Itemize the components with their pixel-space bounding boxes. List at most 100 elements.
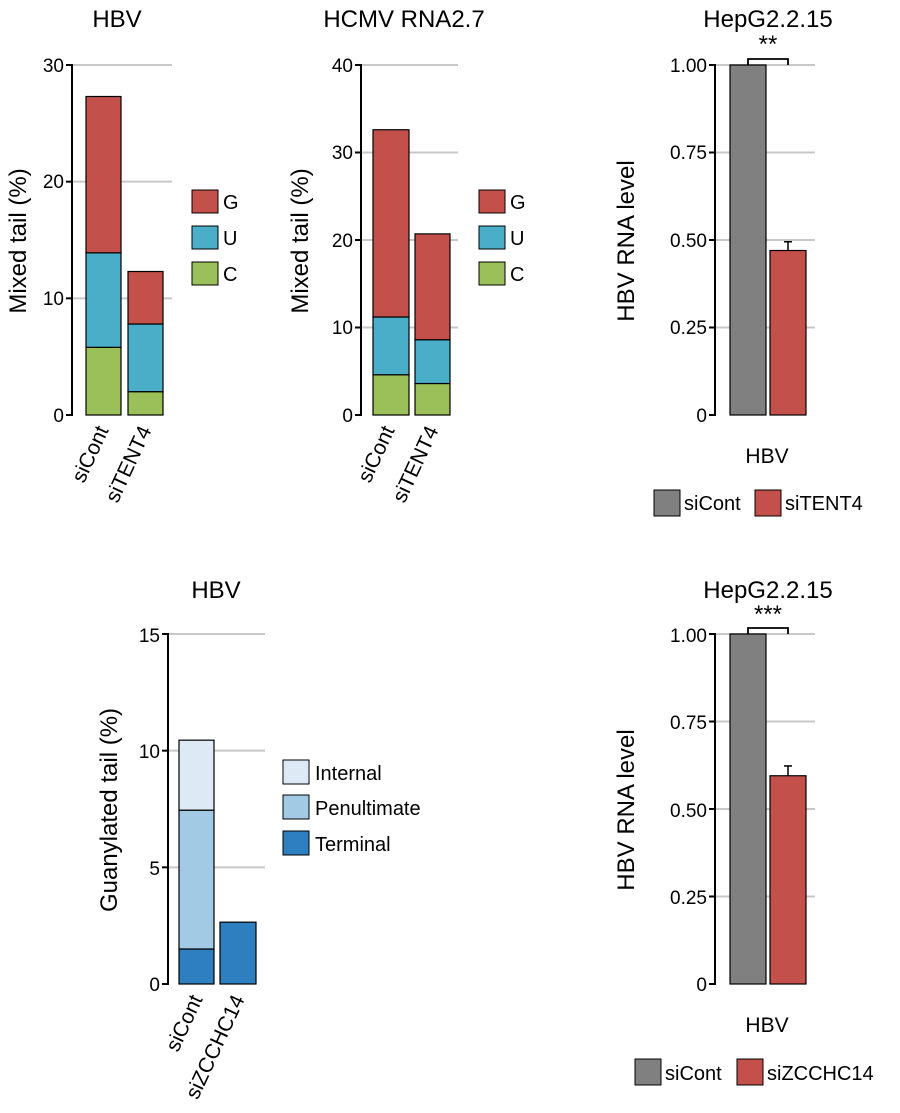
chart-title: HBV: [92, 6, 141, 33]
bar-segment-internal: [178, 739, 215, 811]
legend-label: G: [510, 192, 526, 214]
legend: siCont siZCCHC14: [634, 1058, 874, 1086]
significance-marker: **: [759, 31, 778, 58]
legend-swatch-sicont: [634, 1058, 662, 1086]
legend-swatch-u: [478, 225, 506, 250]
x-axis-label: HBV: [745, 1014, 788, 1037]
plot-area: [162, 633, 265, 985]
legend-label: Penultimate: [315, 798, 421, 820]
y-tick-label: 1.00: [670, 56, 707, 77]
panel-hcmv-mixed-tail: HCMV RNA2.7 Mixed tail (%) 0 10 20 30 40…: [287, 6, 526, 506]
y-axis-label: Guanylated tail (%): [96, 708, 123, 912]
category-label: siCont: [354, 422, 400, 486]
bar-segment-u: [372, 316, 410, 376]
category-label: siCont: [162, 991, 208, 1055]
legend-swatch-u: [191, 225, 219, 250]
y-tick-label: 10: [139, 742, 160, 763]
category-label: siCont: [68, 422, 114, 486]
legend: Internal Penultimate Terminal: [282, 759, 421, 856]
y-axis: 0 10 20 30 40: [332, 56, 353, 427]
y-tick-label: 0.50: [670, 231, 707, 252]
panel-hepg2-zcchc14: HepG2.2.15 HBV RNA level 0 0.25 0.50 0.7…: [613, 577, 874, 1086]
y-axis: 0 10 20 30: [43, 56, 64, 427]
bar-segment-c: [127, 391, 164, 416]
x-axis-label: HBV: [745, 445, 788, 468]
panel-hbv-guanylated-tail: HBV Guanylated tail (%) 0 5 10 15 siCont…: [96, 577, 421, 1103]
legend: siCont siTENT4: [653, 489, 863, 517]
significance-bracket: [747, 58, 789, 65]
y-tick-label: 1.00: [670, 626, 707, 647]
bar-segment-terminal: [219, 921, 257, 985]
bar-sitent4: [769, 249, 807, 416]
bar-segment-g: [127, 270, 164, 325]
legend-label: C: [223, 264, 237, 286]
legend-label: Internal: [315, 763, 382, 785]
y-axis-label: Mixed tail (%): [5, 168, 32, 313]
panel-hepg2-tent4: HepG2.2.15 HBV RNA level 0 0.25 0.50 0.7…: [613, 6, 863, 517]
legend-swatch-terminal: [282, 830, 310, 856]
bar-segment-c: [372, 374, 410, 416]
y-axis-label: Mixed tail (%): [287, 168, 314, 313]
legend-label: U: [510, 228, 524, 250]
legend-swatch-internal: [282, 759, 310, 785]
category-labels: siCont siTENT4: [354, 422, 444, 506]
legend-swatch-sizcchc14: [736, 1058, 764, 1086]
y-tick-label: 0: [696, 406, 707, 427]
legend-swatch-g: [191, 189, 219, 214]
y-tick-label: 20: [43, 172, 64, 193]
panel-hbv-mixed-tail: HBV Mixed tail (%) 0 10 20 30 siCont siT…: [5, 6, 239, 506]
bar-segment-c: [85, 346, 122, 416]
y-tick-label: 0.75: [670, 143, 707, 164]
y-axis-label: HBV RNA level: [613, 729, 640, 890]
y-tick-label: 10: [43, 289, 64, 310]
plot-area: [709, 58, 815, 416]
legend-label: siCont: [665, 1063, 722, 1085]
y-tick-label: 0.25: [670, 888, 707, 909]
y-tick-label: 0.25: [670, 318, 707, 339]
significance-bracket: [747, 627, 789, 634]
category-labels: siCont siTENT4: [68, 422, 157, 506]
y-axis-label: HBV RNA level: [613, 160, 640, 321]
bar-segment-g: [85, 95, 122, 254]
y-tick-label: 0: [342, 406, 353, 427]
y-axis: 0 0.25 0.50 0.75 1.00: [670, 626, 707, 996]
legend-label: siCont: [684, 493, 741, 515]
y-tick-label: 40: [332, 56, 353, 77]
chart-title: HBV: [191, 577, 240, 604]
legend: G U C: [191, 189, 239, 286]
bar-segment-u: [85, 252, 122, 348]
plot-area: [709, 627, 815, 985]
category-labels: siCont siZCCHC14: [162, 991, 250, 1103]
chart-title: HCMV RNA2.7: [323, 6, 484, 33]
y-tick-label: 0.50: [670, 801, 707, 822]
y-tick-label: 5: [149, 859, 160, 880]
y-tick-label: 30: [332, 143, 353, 164]
y-tick-label: 0: [696, 975, 707, 996]
chart-title: HepG2.2.15: [703, 577, 832, 604]
chart-title: HepG2.2.15: [703, 6, 832, 33]
legend: G U C: [478, 189, 526, 286]
y-axis: 0 5 10 15: [139, 626, 160, 996]
bar-segment-g: [372, 129, 410, 318]
legend-label: G: [223, 192, 239, 214]
legend-label: C: [510, 264, 524, 286]
plot-area: [355, 64, 458, 416]
legend-swatch-penultimate: [282, 794, 310, 820]
y-tick-label: 10: [332, 318, 353, 339]
bar-sicont: [729, 633, 767, 985]
bar-segment-c: [414, 382, 451, 416]
plot-area: [66, 64, 172, 416]
legend-swatch-sitent4: [754, 489, 782, 517]
y-tick-label: 0: [53, 406, 64, 427]
significance-marker: ***: [754, 601, 782, 628]
y-tick-label: 20: [332, 231, 353, 252]
bar-segment-penultimate: [178, 809, 215, 950]
legend-label: Terminal: [315, 834, 391, 856]
y-tick-label: 15: [139, 626, 160, 647]
y-tick-label: 0.75: [670, 713, 707, 734]
bar-segment-g: [414, 233, 451, 341]
legend-label: U: [223, 228, 237, 250]
bar-sizcchc14: [769, 775, 807, 985]
bar-sicont: [729, 64, 767, 416]
